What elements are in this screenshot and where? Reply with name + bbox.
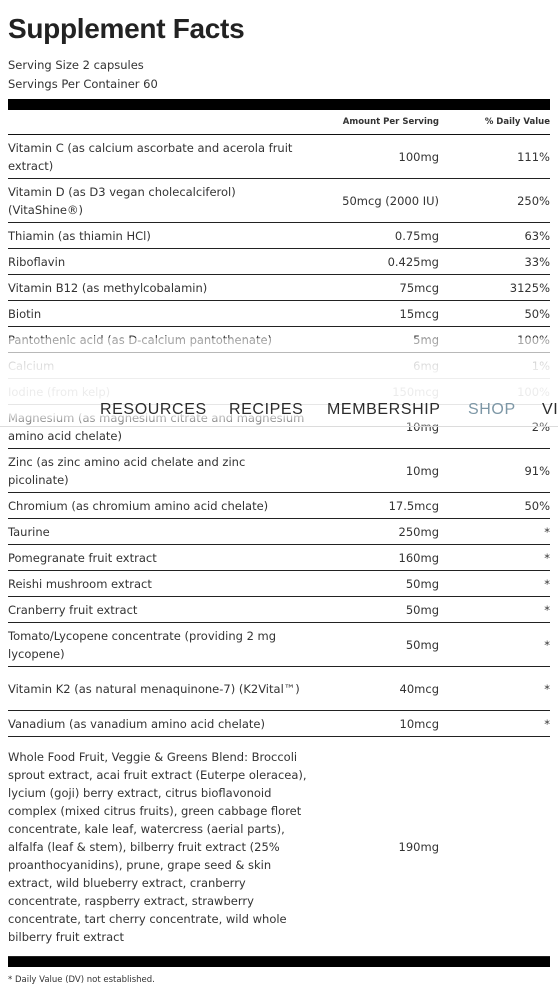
nutrient-name: Vitamin K2 (as natural menaquinone-7) (K… [8, 681, 300, 696]
nutrient-amount: 0.425mg [387, 254, 439, 269]
nutrient-name: Whole Food Fruit, Veggie & Greens Blend:… [8, 749, 307, 944]
table-row: Vitamin D (as D3 vegan cholecalciferol) … [8, 179, 550, 223]
serving-size: Serving Size 2 capsules [8, 58, 144, 72]
nutrient-daily-value: 91% [524, 463, 550, 478]
column-header-dv: % Daily Value [484, 117, 550, 127]
panel-title: Supplement Facts [8, 13, 245, 44]
nutrient-amount: 50mg [405, 602, 439, 617]
table-row: Tomato/Lycopene concentrate (providing 2… [8, 623, 550, 667]
nutrient-name: Taurine [8, 524, 50, 539]
nutrient-amount: 40mcg [399, 681, 439, 696]
nutrient-amount: 17.5mcg [388, 498, 439, 513]
table-row: Chromium (as chromium amino acid chelate… [8, 493, 550, 519]
nutrient-daily-value: 100% [517, 332, 550, 347]
column-header-amount: Amount Per Serving [342, 117, 439, 127]
nutrient-daily-value: * [544, 681, 550, 696]
nutrient-amount: 10mcg [399, 716, 439, 731]
nutrient-name: Pomegranate fruit extract [8, 550, 157, 565]
nutrient-name: Reishi mushroom extract [8, 576, 152, 591]
nutrient-amount: 190mg [398, 839, 439, 854]
nutrient-amount: 50mcg (2000 IU) [342, 193, 439, 208]
nutrient-daily-value: 111% [517, 149, 550, 164]
nutrient-name: Chromium (as chromium amino acid chelate… [8, 498, 269, 513]
nutrient-name: Cranberry fruit extract [8, 602, 138, 617]
nav-item-recipes[interactable]: RECIPES [229, 401, 304, 418]
nav-item-resources[interactable]: RESOURCES [100, 401, 207, 418]
nav-item-vitamins[interactable]: VI [542, 401, 558, 418]
nutrient-daily-value: 3125% [509, 280, 550, 295]
nutrient-name: Riboflavin [8, 254, 66, 269]
nutrient-table: Vitamin C (as calcium ascorbate and acer… [8, 135, 550, 957]
divider-thick [8, 99, 550, 110]
nutrient-amount: 0.75mg [394, 228, 439, 243]
nutrient-amount: 6mg [413, 358, 439, 373]
table-row: Pomegranate fruit extract 160mg * [8, 545, 550, 571]
table-row: Vanadium (as vanadium amino acid chelate… [8, 711, 550, 737]
nutrient-name: Thiamin (as thiamin HCl) [8, 228, 151, 243]
table-row: Reishi mushroom extract 50mg * [8, 571, 550, 597]
divider-thick-bottom [8, 957, 550, 967]
nutrient-daily-value: * [544, 602, 550, 617]
nutrient-amount: 50mg [405, 637, 439, 652]
nutrient-daily-value: 1% [531, 358, 550, 373]
table-row: Riboflavin 0.425mg 33% [8, 249, 550, 275]
nutrient-name: Pantothenic acid (as D-calcium pantothen… [8, 332, 273, 347]
table-row: Pantothenic acid (as D-calcium pantothen… [8, 327, 550, 353]
nutrient-amount: 250mg [398, 524, 439, 539]
nutrient-amount: 5mg [413, 332, 439, 347]
column-header-row: Amount Per Serving % Daily Value [8, 110, 550, 135]
nutrient-daily-value: * [544, 524, 550, 539]
site-navigation: RESOURCES RECIPES MEMBERSHIP SHOP VI [0, 396, 558, 427]
nav-item-membership[interactable]: MEMBERSHIP [327, 401, 441, 418]
nutrient-name: Vanadium (as vanadium amino acid chelate… [8, 716, 265, 731]
nutrient-name: Vitamin C (as calcium ascorbate and acer… [8, 140, 293, 173]
servings-per-container: Servings Per Container 60 [8, 77, 158, 91]
nutrient-daily-value: 63% [524, 228, 550, 243]
nutrient-name: Tomato/Lycopene concentrate (providing 2… [8, 628, 277, 661]
nutrient-daily-value: 50% [524, 306, 550, 321]
table-row: Zinc (as zinc amino acid chelate and zin… [8, 449, 550, 493]
nutrient-daily-value: * [544, 716, 550, 731]
nutrient-name: Vitamin B12 (as methylcobalamin) [8, 280, 208, 295]
table-row: Vitamin B12 (as methylcobalamin) 75mcg 312… [8, 275, 550, 301]
table-row: Vitamin K2 (as natural menaquinone-7) (K… [8, 667, 550, 711]
table-row: Calcium 6mg 1% [8, 353, 550, 379]
nutrient-name: Zinc (as zinc amino acid chelate and zin… [8, 454, 246, 487]
nav-item-shop[interactable]: SHOP [468, 401, 516, 418]
footnote: * Daily Value (DV) not established. [8, 975, 155, 985]
table-row: Cranberry fruit extract 50mg * [8, 597, 550, 623]
nutrient-amount: 10mg [405, 463, 439, 478]
table-row: Vitamin C (as calcium ascorbate and acer… [8, 135, 550, 179]
nutrient-amount: 160mg [398, 550, 439, 565]
nutrient-daily-value: * [544, 637, 550, 652]
nutrient-daily-value: * [544, 550, 550, 565]
nutrient-daily-value: 50% [524, 498, 550, 513]
table-row: Whole Food Fruit, Veggie & Greens Blend:… [8, 737, 550, 957]
nutrient-amount: 75mcg [399, 280, 439, 295]
nutrient-name: Biotin [8, 306, 42, 321]
table-row: Thiamin (as thiamin HCl) 0.75mg 63% [8, 223, 550, 249]
table-row: Taurine 250mg * [8, 519, 550, 545]
nutrient-amount: 50mg [405, 576, 439, 591]
nutrient-daily-value: 33% [524, 254, 550, 269]
nutrient-daily-value: 250% [517, 193, 550, 208]
nutrient-daily-value: * [544, 576, 550, 591]
nutrient-amount: 100mg [398, 149, 439, 164]
table-row: Biotin 15mcg 50% [8, 301, 550, 327]
nutrient-name: Calcium [8, 358, 55, 373]
nutrient-amount: 15mcg [399, 306, 439, 321]
nutrient-name: Vitamin D (as D3 vegan cholecalciferol) … [8, 184, 236, 217]
